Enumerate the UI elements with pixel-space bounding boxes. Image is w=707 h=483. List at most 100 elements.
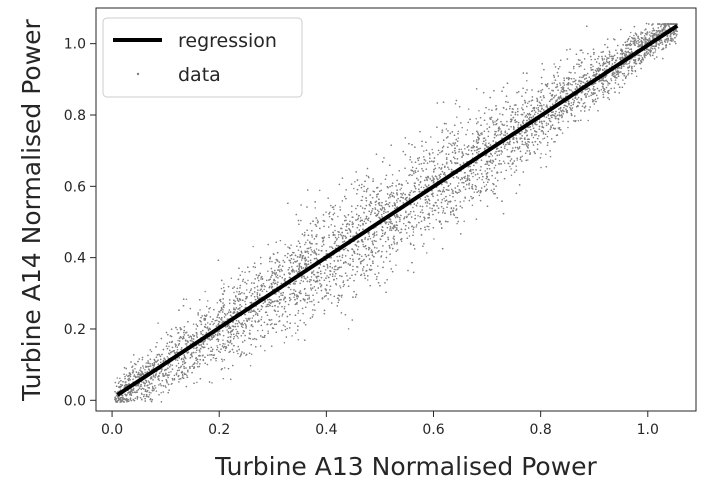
- data-point: [356, 218, 359, 221]
- data-point: [280, 282, 283, 285]
- data-point: [546, 135, 549, 138]
- data-point: [366, 218, 369, 221]
- data-point: [141, 393, 143, 396]
- data-point: [628, 66, 631, 69]
- data-point: [133, 375, 135, 378]
- data-point: [640, 31, 642, 33]
- data-point: [219, 343, 221, 346]
- data-point: [116, 377, 119, 379]
- data-point: [283, 341, 286, 344]
- data-point: [342, 285, 345, 288]
- data-point: [400, 187, 403, 189]
- data-point: [251, 320, 253, 322]
- data-point: [157, 322, 159, 324]
- data-point: [310, 249, 313, 251]
- data-point: [588, 87, 590, 90]
- data-point: [134, 397, 137, 400]
- data-point: [506, 149, 508, 151]
- data-point: [244, 271, 246, 274]
- data-point: [637, 59, 640, 62]
- data-point: [183, 372, 185, 374]
- data-point: [404, 216, 406, 218]
- data-point: [399, 189, 401, 191]
- data-point: [426, 252, 428, 254]
- data-point: [247, 279, 249, 282]
- data-point: [167, 376, 169, 379]
- data-point: [154, 376, 156, 379]
- data-point: [548, 87, 550, 90]
- data-point: [660, 41, 662, 44]
- data-point: [144, 371, 146, 374]
- data-point: [233, 291, 235, 294]
- data-point: [349, 230, 352, 232]
- data-point: [259, 293, 261, 295]
- data-point: [441, 211, 444, 214]
- data-point: [526, 102, 529, 104]
- data-point: [205, 305, 208, 308]
- data-point: [531, 134, 533, 137]
- data-point: [375, 231, 378, 233]
- data-point: [207, 329, 210, 332]
- data-point: [667, 37, 670, 39]
- data-point: [291, 335, 293, 337]
- data-point: [536, 104, 539, 107]
- data-point: [463, 200, 465, 202]
- data-point: [464, 175, 466, 178]
- data-point: [315, 276, 317, 278]
- data-point: [426, 200, 428, 203]
- data-point: [392, 192, 395, 194]
- data-point: [439, 177, 441, 179]
- data-point: [307, 252, 310, 255]
- data-point: [117, 382, 120, 384]
- data-point: [521, 155, 523, 158]
- data-point: [540, 166, 542, 169]
- data-point: [543, 104, 545, 106]
- data-point: [439, 152, 441, 154]
- data-point: [568, 71, 570, 74]
- data-point: [209, 307, 211, 309]
- data-point: [554, 101, 557, 104]
- data-point: [220, 287, 223, 290]
- data-point: [174, 343, 176, 345]
- data-point: [293, 271, 295, 273]
- data-point: [323, 272, 326, 274]
- data-point: [494, 121, 496, 123]
- data-point: [334, 204, 337, 207]
- data-point: [136, 390, 138, 392]
- data-point: [367, 279, 369, 281]
- data-point: [387, 223, 390, 225]
- data-point: [124, 375, 126, 378]
- data-point: [243, 320, 245, 322]
- data-point: [284, 243, 286, 246]
- data-point: [242, 326, 244, 329]
- data-point: [473, 191, 476, 193]
- data-point: [525, 145, 528, 147]
- data-point: [510, 114, 512, 116]
- data-point: [215, 325, 218, 327]
- data-point: [360, 199, 362, 202]
- data-point: [637, 43, 640, 45]
- data-point: [454, 199, 456, 202]
- data-point: [310, 276, 313, 278]
- data-point: [362, 268, 364, 270]
- data-point: [528, 112, 531, 115]
- data-point: [426, 195, 428, 197]
- data-point: [290, 298, 292, 300]
- data-point: [362, 245, 365, 248]
- data-point: [525, 131, 527, 134]
- data-point: [340, 234, 343, 237]
- data-point: [571, 91, 574, 93]
- data-point: [524, 141, 527, 143]
- data-point: [394, 229, 397, 232]
- data-point: [313, 299, 315, 301]
- data-point: [294, 332, 297, 334]
- data-point: [248, 291, 251, 294]
- data-point: [565, 92, 567, 95]
- data-point: [333, 268, 336, 271]
- data-point: [649, 35, 652, 37]
- data-point: [539, 110, 542, 113]
- data-point: [582, 51, 584, 54]
- data-point: [604, 80, 606, 82]
- data-point: [252, 245, 254, 248]
- data-point: [381, 208, 384, 210]
